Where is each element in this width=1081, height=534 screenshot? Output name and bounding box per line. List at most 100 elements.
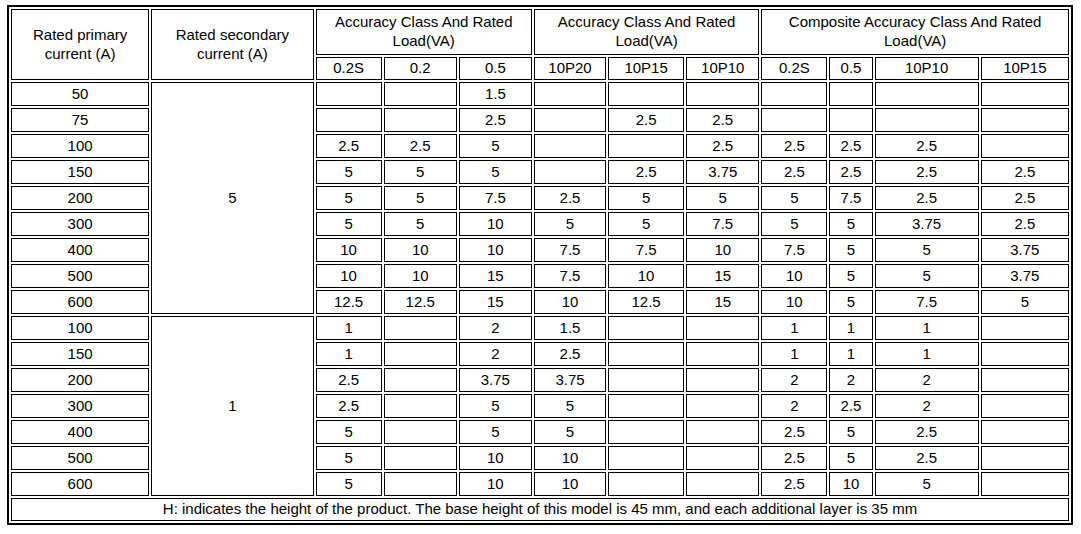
value-cell: 2.5 xyxy=(761,160,827,184)
value-cell: 5 xyxy=(316,160,382,184)
value-cell xyxy=(981,108,1069,132)
value-cell xyxy=(384,394,457,418)
header-row-groups: Rated primary current (A) Rated secondar… xyxy=(11,9,1069,55)
value-cell xyxy=(829,82,872,106)
value-cell: 2.5 xyxy=(534,186,606,210)
value-cell: 10 xyxy=(316,238,382,262)
value-cell: 5 xyxy=(384,212,457,236)
subcol-header: 0.5 xyxy=(459,57,532,80)
value-cell: 2.5 xyxy=(316,368,382,392)
subcol-header: 0.2 xyxy=(384,57,457,80)
value-cell: 5 xyxy=(459,134,532,158)
value-cell: 7.5 xyxy=(534,264,606,288)
value-cell: 2.5 xyxy=(459,108,532,132)
value-cell: 15 xyxy=(459,264,532,288)
value-cell: 10 xyxy=(384,238,457,262)
ct-spec-table: Rated primary current (A) Rated secondar… xyxy=(7,5,1073,525)
value-cell: 3.75 xyxy=(686,160,759,184)
value-cell xyxy=(981,82,1069,106)
value-cell: 5 xyxy=(316,472,382,496)
value-cell: 15 xyxy=(686,290,759,314)
primary-current-cell: 75 xyxy=(11,108,149,132)
secondary-current-cell: 1 xyxy=(151,316,313,496)
value-cell xyxy=(608,420,684,444)
value-cell: 1.5 xyxy=(534,316,606,340)
value-cell xyxy=(384,446,457,470)
value-cell: 2 xyxy=(829,368,872,392)
value-cell: 10 xyxy=(459,212,532,236)
value-cell: 2 xyxy=(875,394,979,418)
value-cell: 5 xyxy=(829,212,872,236)
primary-current-cell: 200 xyxy=(11,368,149,392)
subcol-header: 10P20 xyxy=(534,57,606,80)
value-cell xyxy=(981,394,1069,418)
value-cell: 2 xyxy=(459,342,532,366)
value-cell: 2.5 xyxy=(608,108,684,132)
value-cell xyxy=(316,108,382,132)
subcol-header: 0.5 xyxy=(829,57,872,80)
value-cell: 5 xyxy=(608,186,684,210)
footnote-row: H: indicates the height of the product. … xyxy=(11,498,1069,521)
primary-current-cell: 150 xyxy=(11,342,149,366)
subcol-header: 0.2S xyxy=(316,57,382,80)
value-cell xyxy=(829,108,872,132)
value-cell: 2.5 xyxy=(686,134,759,158)
primary-current-cell: 500 xyxy=(11,446,149,470)
value-cell: 2.5 xyxy=(761,420,827,444)
page: Rated primary current (A) Rated secondar… xyxy=(0,0,1081,534)
primary-current-cell: 100 xyxy=(11,316,149,340)
primary-current-cell: 600 xyxy=(11,290,149,314)
secondary-current-cell: 5 xyxy=(151,82,313,314)
value-cell xyxy=(981,368,1069,392)
value-cell xyxy=(686,394,759,418)
header-secondary-current: Rated secondary current (A) xyxy=(151,9,313,80)
value-cell: 3.75 xyxy=(534,368,606,392)
value-cell xyxy=(981,342,1069,366)
value-cell: 10 xyxy=(608,264,684,288)
value-cell xyxy=(384,82,457,106)
value-cell: 7.5 xyxy=(875,290,979,314)
value-cell: 2.5 xyxy=(534,342,606,366)
primary-current-cell: 300 xyxy=(11,394,149,418)
value-cell: 2.5 xyxy=(829,160,872,184)
value-cell: 7.5 xyxy=(761,238,827,262)
value-cell: 3.75 xyxy=(875,212,979,236)
value-cell: 10 xyxy=(761,264,827,288)
value-cell: 5 xyxy=(316,420,382,444)
value-cell: 2.5 xyxy=(686,108,759,132)
value-cell: 10 xyxy=(384,264,457,288)
value-cell: 7.5 xyxy=(686,212,759,236)
value-cell: 10 xyxy=(761,290,827,314)
value-cell xyxy=(875,82,979,106)
value-cell: 1 xyxy=(875,342,979,366)
value-cell xyxy=(534,160,606,184)
value-cell: 5 xyxy=(761,186,827,210)
value-cell: 2.5 xyxy=(316,394,382,418)
value-cell xyxy=(981,420,1069,444)
value-cell: 5 xyxy=(829,290,872,314)
footnote: H: indicates the height of the product. … xyxy=(11,498,1069,521)
value-cell xyxy=(761,82,827,106)
value-cell: 2.5 xyxy=(875,186,979,210)
value-cell: 2.5 xyxy=(981,160,1069,184)
value-cell: 2.5 xyxy=(608,160,684,184)
value-cell: 5 xyxy=(686,186,759,210)
value-cell: 2.5 xyxy=(316,134,382,158)
value-cell: 5 xyxy=(534,394,606,418)
value-cell xyxy=(608,472,684,496)
value-cell: 3.75 xyxy=(981,264,1069,288)
value-cell: 5 xyxy=(384,160,457,184)
value-cell: 10 xyxy=(459,472,532,496)
value-cell xyxy=(608,82,684,106)
value-cell: 2.5 xyxy=(761,446,827,470)
value-cell: 2 xyxy=(761,394,827,418)
value-cell: 10 xyxy=(686,238,759,262)
value-cell: 5 xyxy=(829,420,872,444)
table-row: 1001121.5111 xyxy=(11,316,1069,340)
value-cell: 3.75 xyxy=(981,238,1069,262)
value-cell xyxy=(686,420,759,444)
header-accuracy-group-1: Accuracy Class And Rated Load(VA) xyxy=(316,9,532,55)
value-cell: 2.5 xyxy=(761,472,827,496)
value-cell: 15 xyxy=(459,290,532,314)
value-cell xyxy=(981,446,1069,470)
